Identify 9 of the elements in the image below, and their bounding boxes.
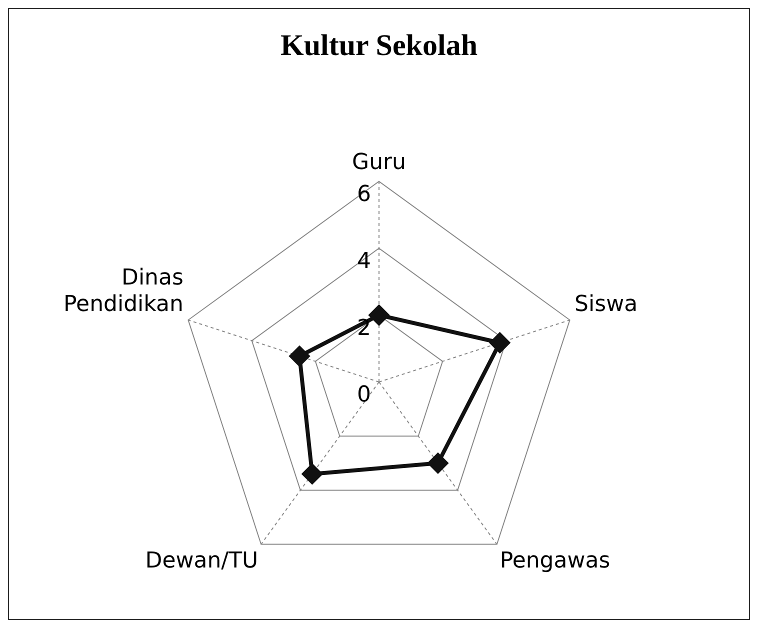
- spoke-label: Guru: [352, 150, 406, 175]
- y-tick-label: 4: [357, 248, 371, 274]
- spoke-label: Dinas Pendidikan: [64, 266, 184, 317]
- y-tick-label: 6: [357, 182, 371, 208]
- spoke-label: Siswa: [574, 292, 638, 317]
- y-tick-label: 0: [357, 382, 371, 408]
- spoke-label: Dewan/TU: [145, 548, 258, 574]
- chart-title: Kultur Sekolah: [280, 28, 478, 62]
- spoke-label: Pengawas: [500, 548, 610, 574]
